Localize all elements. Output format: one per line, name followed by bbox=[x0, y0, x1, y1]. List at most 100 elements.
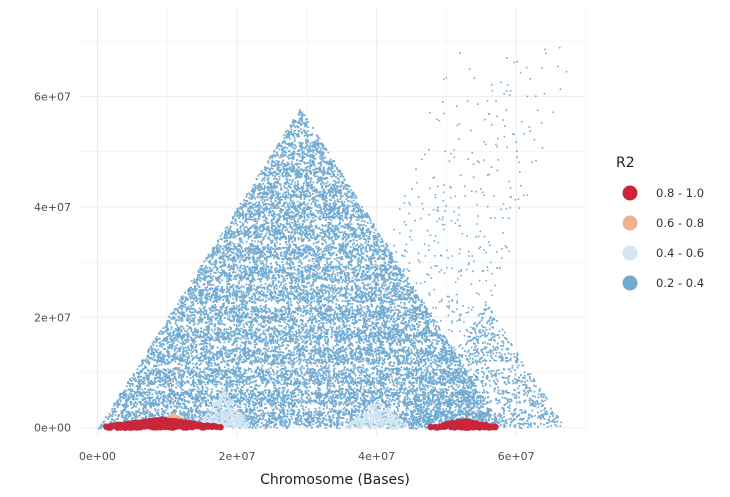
point-0-2-0-4 bbox=[204, 371, 207, 374]
point-0-2-0-4 bbox=[163, 398, 165, 401]
point-0-2-0-4 bbox=[346, 285, 348, 287]
point-0-2-0-4 bbox=[177, 371, 180, 374]
point-0-2-0-4 bbox=[328, 274, 331, 276]
point-0-2-0-4 bbox=[276, 342, 279, 345]
point-0-2-0-4 bbox=[301, 203, 304, 205]
point-0-2-0-4 bbox=[308, 319, 311, 321]
point-0-2-0-4 bbox=[279, 283, 282, 286]
point-0-2-0-4 bbox=[298, 279, 301, 281]
point-0-2-0-4 bbox=[292, 319, 294, 322]
point-0-2-0-4 bbox=[243, 294, 246, 296]
point-0-2-0-4 bbox=[274, 270, 277, 273]
point-0-2-0-4 bbox=[345, 208, 348, 210]
point-0-2-0-4 bbox=[373, 385, 375, 388]
point-0-2-0-4 bbox=[199, 377, 202, 379]
point-0-2-0-4 bbox=[163, 391, 166, 394]
point-0-2-0-4 bbox=[243, 372, 245, 374]
point-0-2-0-4 bbox=[160, 402, 163, 404]
point-0-2-0-4 bbox=[274, 277, 277, 280]
point-0-2-0-4 bbox=[403, 275, 406, 277]
point-0-2-0-4 bbox=[377, 253, 379, 256]
point-0-2-0-4 bbox=[429, 413, 432, 416]
point-0-2-0-4 bbox=[398, 381, 401, 384]
point-0-2-0-4 bbox=[368, 324, 370, 327]
point-0-2-0-4 bbox=[250, 316, 253, 319]
point-0-2-0-4 bbox=[280, 235, 282, 238]
point-0-2-0-4 bbox=[336, 195, 339, 198]
point-0-2-0-4 bbox=[396, 291, 399, 294]
point-0-2-0-4 bbox=[376, 368, 378, 370]
point-0-2-0-4 bbox=[283, 300, 286, 302]
point-0-2-0-4 bbox=[422, 371, 424, 374]
point-0-2-0-4 bbox=[323, 352, 326, 355]
point-0-2-0-4 bbox=[250, 370, 253, 373]
point-0-2-0-4 bbox=[243, 359, 246, 362]
point-0-2-0-4 bbox=[233, 214, 236, 217]
point-0-2-0-4 bbox=[294, 387, 297, 390]
point-0-2-0-4 bbox=[431, 370, 434, 373]
point-0-2-0-4 bbox=[392, 388, 395, 391]
point-0-2-0-4 bbox=[486, 409, 489, 411]
point-0-2-0-4 bbox=[272, 363, 275, 366]
point-0-2-0-4 bbox=[385, 300, 388, 303]
point-0-2-0-4 bbox=[132, 398, 134, 400]
point-0-2-0-4 bbox=[364, 376, 366, 379]
point-0-2-0-4 bbox=[307, 176, 310, 179]
point-0-2-0-4 bbox=[338, 385, 341, 387]
point-0-2-0-4 bbox=[331, 415, 334, 418]
point-0-2-0-4 bbox=[339, 305, 341, 308]
point-0-2-0-4 bbox=[308, 370, 311, 373]
point-0-2-0-4 bbox=[316, 175, 319, 178]
point-0-2-0-4 bbox=[285, 187, 288, 190]
point-0-2-0-4 bbox=[253, 266, 256, 268]
point-0-2-0-4 bbox=[337, 410, 340, 412]
point-0-2-0-4 bbox=[341, 327, 343, 330]
point-0-2-0-4 bbox=[271, 377, 273, 380]
point-0-2-0-4 bbox=[314, 158, 317, 160]
point-0-2-0-4 bbox=[391, 274, 394, 277]
point-0-2-0-4 bbox=[296, 296, 298, 299]
point-0-2-0-4 bbox=[281, 286, 284, 289]
point-0-2-0-4 bbox=[319, 157, 322, 160]
point-0-2-0-4 bbox=[404, 306, 407, 309]
point-0-2-0-4 bbox=[272, 274, 275, 277]
point-0-2-0-4 bbox=[414, 296, 416, 298]
point-0-2-0-4 bbox=[230, 369, 233, 371]
point-0-2-0-4 bbox=[360, 224, 363, 227]
point-0-2-0-4 bbox=[308, 382, 310, 385]
point-0-2-0-4 bbox=[218, 282, 221, 284]
point-0-2-0-4 bbox=[255, 205, 258, 208]
point-0-2-0-4 bbox=[310, 236, 312, 239]
point-0-2-0-4 bbox=[329, 158, 332, 161]
point-0-2-0-4 bbox=[171, 369, 174, 372]
point-0-2-0-4 bbox=[288, 130, 290, 133]
point-0-2-0-4 bbox=[325, 297, 328, 300]
point-0-2-0-4 bbox=[319, 155, 321, 158]
point-0-2-0-4 bbox=[412, 309, 414, 312]
point-0-2-0-4 bbox=[426, 411, 428, 414]
point-0-2-0-4 bbox=[352, 349, 355, 352]
point-0-2-0-4 bbox=[178, 372, 181, 375]
point-0-2-0-4 bbox=[258, 299, 261, 302]
point-0-2-0-4 bbox=[206, 375, 209, 377]
point-0-2-0-4 bbox=[304, 236, 307, 238]
point-0-2-0-4 bbox=[294, 228, 297, 231]
point-0-2-0-4 bbox=[277, 389, 280, 392]
point-0-2-0-4 bbox=[307, 299, 310, 302]
point-0-2-0-4 bbox=[237, 248, 240, 251]
point-0-2-0-4 bbox=[389, 342, 392, 345]
point-0-2-0-4 bbox=[220, 296, 223, 299]
point-0-2-0-4 bbox=[301, 173, 303, 175]
point-0-2-0-4 bbox=[305, 413, 307, 416]
point-0-2-0-4 bbox=[223, 254, 226, 257]
point-0-2-0-4 bbox=[201, 264, 204, 267]
point-0-2-0-4 bbox=[292, 399, 295, 402]
point-0-2-0-4 bbox=[223, 352, 226, 355]
point-0-2-0-4 bbox=[188, 367, 191, 370]
point-0-2-0-4 bbox=[296, 231, 299, 234]
point-0-2-0-4 bbox=[391, 424, 394, 426]
point-0-2-0-4 bbox=[277, 401, 279, 403]
point-0-2-0-4 bbox=[399, 337, 402, 339]
point-0-2-0-4 bbox=[400, 285, 403, 288]
point-0-2-0-4 bbox=[283, 419, 286, 422]
